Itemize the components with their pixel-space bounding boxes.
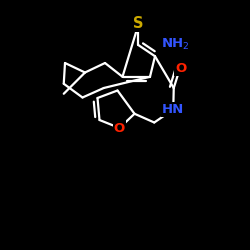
Text: S: S bbox=[133, 16, 143, 30]
Text: O: O bbox=[114, 122, 125, 134]
Text: HN: HN bbox=[162, 103, 184, 116]
Text: NH$_2$: NH$_2$ bbox=[161, 37, 190, 52]
Text: O: O bbox=[175, 62, 186, 74]
